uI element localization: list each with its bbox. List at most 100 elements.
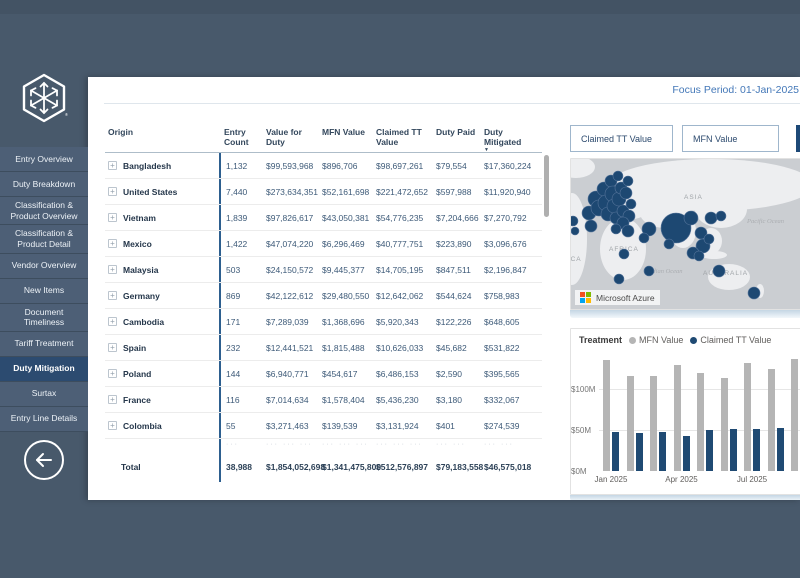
bar-mfn-value[interactable] (650, 375, 657, 471)
mfn-value-box[interactable]: MFN Value (682, 125, 779, 152)
sidebar-item-new-items[interactable]: New Items (0, 278, 88, 304)
column-header-claimed-tt-value[interactable]: Claimed TT Value (376, 127, 422, 147)
map-bubble[interactable] (625, 198, 637, 210)
table-row[interactable]: + Malaysia 503 $24,150,572 $9,445,377 $14,7… (105, 257, 542, 283)
map-bubble[interactable] (621, 224, 635, 238)
map-bubble[interactable] (584, 219, 598, 233)
duty-filter-button[interactable]: D (796, 125, 800, 152)
table-scrollbar[interactable] (544, 155, 549, 217)
map-bubble[interactable] (704, 211, 718, 225)
treatment-bar-chart-card[interactable]: Treatment MFN Value Claimed TT Value $0M $… (570, 328, 800, 495)
bar-claimed-tt-value[interactable] (776, 428, 784, 471)
map-bubble[interactable] (571, 226, 580, 236)
expand-icon[interactable]: + (108, 421, 117, 430)
map-bubble[interactable] (747, 286, 761, 300)
sidebar-item-entry-line-details[interactable]: Entry Line Details (0, 406, 88, 432)
table-row[interactable]: + Mexico 1,422 $47,074,220 $6,296,469 $40,7… (105, 231, 542, 257)
table-row[interactable]: + Cambodia 171 $7,289,039 $1,368,696 $5,920… (105, 309, 542, 335)
bar-mfn-value[interactable] (603, 360, 610, 471)
y-axis-tick-label: $100M (571, 385, 596, 394)
sidebar-item-surtax[interactable]: Surtax (0, 381, 88, 407)
legend-item-mfn-value[interactable]: MFN Value (629, 335, 683, 345)
sidebar-item-entry-overview[interactable]: Entry Overview (0, 147, 88, 172)
column-header-origin[interactable]: Origin (108, 127, 134, 137)
map-bubble[interactable] (712, 264, 726, 278)
sidebar-nav: Entry Overview Duty Breakdown Classificati… (0, 147, 88, 432)
map-bubble[interactable] (693, 250, 705, 262)
expand-icon[interactable]: + (108, 317, 117, 326)
expand-icon[interactable]: + (108, 265, 117, 274)
map-bubble[interactable] (613, 273, 625, 285)
table-row[interactable]: + Bangladesh 1,132 $99,593,968 $896,706 $98… (105, 153, 542, 179)
map-bubble[interactable] (638, 232, 650, 244)
expand-icon[interactable]: + (108, 239, 117, 248)
expand-icon[interactable]: + (108, 187, 117, 196)
bar-chart-plot[interactable]: $0M $50M $100M Jan 2025 Apr 2025 Jul 2025 (571, 329, 800, 494)
bar-claimed-tt-value[interactable] (682, 435, 690, 471)
column-header-value-for-duty[interactable]: Value for Duty (266, 127, 302, 147)
expand-icon[interactable]: + (108, 213, 117, 222)
bar-mfn-value[interactable] (673, 365, 681, 471)
map-bubble[interactable] (571, 215, 579, 227)
map-bubble[interactable] (663, 238, 675, 250)
expand-icon[interactable]: + (108, 343, 117, 352)
sidebar-item-vendor-overview[interactable]: Vendor Overview (0, 253, 88, 279)
column-header-mfn-value[interactable]: MFN Value (322, 127, 365, 137)
bar-mfn-value[interactable] (697, 372, 704, 471)
map-bubble[interactable] (643, 265, 655, 277)
map-bubble[interactable] (660, 212, 692, 244)
map-bubble[interactable] (618, 248, 630, 260)
sidebar-item-duty-breakdown[interactable]: Duty Breakdown (0, 172, 88, 197)
bar-claimed-tt-value[interactable] (635, 433, 643, 471)
expand-icon[interactable]: + (108, 395, 117, 404)
bar-claimed-tt-value[interactable] (729, 429, 737, 471)
map-bubble[interactable] (641, 221, 657, 237)
back-button[interactable] (24, 440, 64, 480)
value-cell: 869 (219, 283, 261, 308)
value-cell: $531,822 (484, 342, 520, 353)
bar-claimed-tt-value[interactable] (753, 429, 760, 471)
map-bubble[interactable] (612, 170, 624, 182)
column-header-duty-mitigated[interactable]: Duty Mitigated ▼ (479, 127, 542, 153)
table-row[interactable]: + Spain 232 $12,441,521 $1,815,488 $10,626,… (105, 335, 542, 361)
bar-claimed-tt-value[interactable] (659, 432, 666, 471)
bar-mfn-value[interactable] (626, 375, 634, 471)
bar-claimed-tt-value[interactable] (612, 431, 619, 471)
table-row[interactable]: + Vietnam 1,839 $97,826,617 $43,050,381 $54… (105, 205, 542, 231)
origin-name: Bangladesh (123, 160, 172, 171)
expand-icon[interactable]: + (108, 369, 117, 378)
bar-mfn-value[interactable] (767, 368, 775, 471)
expand-icon[interactable]: + (108, 291, 117, 300)
table-row[interactable]: + Germany 869 $42,122,612 $29,480,550 $12,6… (105, 283, 542, 309)
claimed-tt-value-box[interactable]: Claimed TT Value (570, 125, 673, 152)
map-bubble[interactable] (683, 210, 699, 226)
sidebar-item-duty-mitigation[interactable]: Duty Mitigation (0, 356, 88, 382)
column-header-entry-count[interactable]: Entry Count (224, 127, 249, 147)
map-bubble[interactable] (610, 223, 622, 235)
legend-item-claimed-tt-value[interactable]: Claimed TT Value (690, 335, 771, 345)
map-bubble[interactable] (619, 186, 633, 200)
map-bubble[interactable] (703, 233, 715, 245)
table-row[interactable]: + United States 7,440 $273,634,351 $52,161… (105, 179, 542, 205)
bar-mfn-value[interactable] (720, 377, 728, 471)
map-bubble[interactable] (622, 175, 634, 187)
value-cell: $6,296,469 (322, 238, 365, 249)
sidebar-item-tariff-treatment[interactable]: Tariff Treatment (0, 331, 88, 357)
value-cell: $5,920,343 (376, 316, 419, 327)
bar-mfn-value[interactable] (791, 358, 798, 471)
map-bubble[interactable] (715, 210, 727, 222)
column-header-duty-paid[interactable]: Duty Paid (436, 127, 476, 137)
table-row[interactable]: + France 116 $7,014,634 $1,578,404 $5,436,2… (105, 387, 542, 413)
sort-descending-icon: ▼ (484, 147, 489, 153)
table-row[interactable]: + Colombia 55 $3,271,463 $139,539 $3,131,92… (105, 413, 542, 439)
expand-icon[interactable]: + (108, 161, 117, 170)
bar-mfn-value[interactable] (744, 362, 751, 471)
bar-claimed-tt-value[interactable] (706, 430, 713, 471)
sidebar-item-document-timeliness[interactable]: Document Timeliness (0, 303, 88, 332)
sidebar-item-classification-product-overview[interactable]: Classification & Product Overview (0, 197, 88, 226)
table-row[interactable]: + Poland 144 $6,940,771 $454,617 $6,486,153… (105, 361, 542, 387)
sidebar-item-classification-product-detail[interactable]: Classification & Product Detail (0, 225, 88, 254)
table-row-clipped[interactable]: ··· ··· ··· ··· ··· ··· ··· ··· ··· ··· ··· … (105, 439, 542, 452)
